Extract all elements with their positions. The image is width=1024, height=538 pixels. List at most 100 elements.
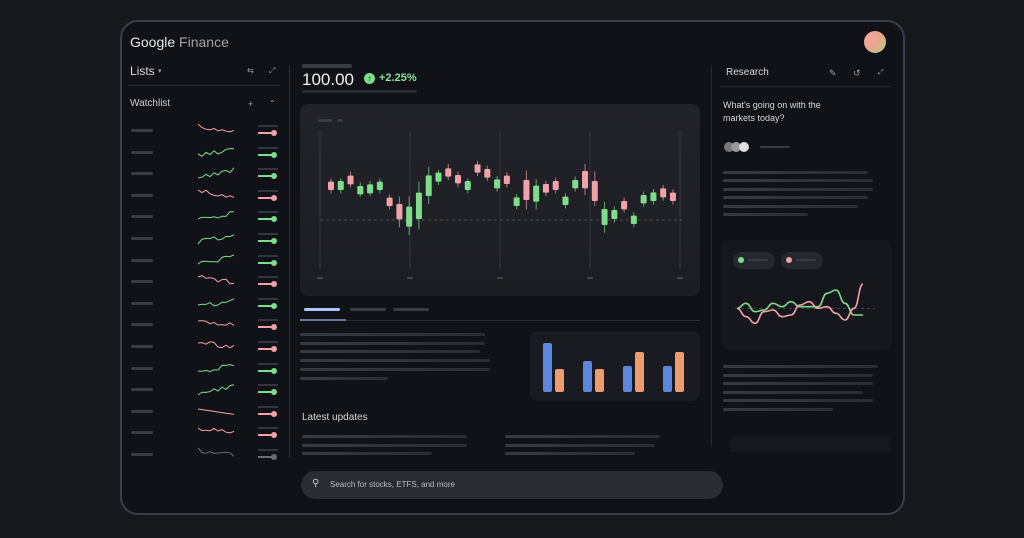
lists-title[interactable]: Lists [130, 64, 155, 78]
caret-down-icon[interactable]: ▾ [158, 68, 162, 75]
placeholder-line [258, 297, 278, 300]
trend-dot-icon [271, 281, 277, 288]
x-tick-label [497, 277, 503, 279]
trend-dot-icon [271, 410, 277, 417]
ticker-placeholder [302, 64, 352, 68]
add-icon[interactable]: + [248, 99, 254, 109]
placeholder-line [258, 362, 278, 365]
search-input[interactable]: Search for stocks, ETFS, and more [330, 480, 455, 489]
trend-bar [258, 240, 272, 242]
placeholder-line [258, 125, 278, 127]
arrow-up-icon: ↑ [364, 73, 375, 84]
ticker-placeholder [131, 301, 153, 305]
candle-body [415, 192, 422, 219]
sparkline [197, 447, 235, 457]
candle-body [503, 175, 510, 184]
sparkline [197, 253, 235, 265]
placeholder-line [302, 444, 467, 447]
edit-icon[interactable]: ✎ [829, 68, 837, 78]
sparkline [197, 211, 235, 220]
trend-bar [258, 412, 272, 415]
ticker-placeholder [131, 237, 153, 240]
logo-product: Finance [179, 34, 229, 50]
placeholder-line [723, 171, 868, 174]
search-bar[interactable]: ⚲ Search for stocks, ETFS, and more [301, 471, 723, 499]
sparkline-path [197, 341, 235, 349]
placeholder-line [258, 254, 278, 257]
placeholder-line [258, 405, 278, 408]
sparkline-path [197, 447, 235, 457]
ticker-placeholder [131, 280, 153, 284]
chart-label-placeholder [337, 119, 343, 122]
collapse-icon[interactable]: ⌃ [269, 99, 276, 108]
trend-bar [258, 261, 272, 264]
trend-dot-icon [271, 302, 277, 309]
candle-body [396, 204, 403, 220]
candle-body [552, 181, 559, 190]
candle-body [474, 164, 481, 173]
watchlist-title[interactable]: Watchlist [130, 98, 171, 109]
trend-bar [258, 175, 272, 178]
tab-underline [300, 319, 346, 321]
sparkline [197, 408, 235, 415]
candle-body [660, 188, 667, 198]
placeholder-line [258, 276, 278, 279]
placeholder-line [258, 189, 278, 192]
bar-blue [663, 366, 672, 392]
sparkline [197, 167, 235, 179]
comparison-line-chart [735, 283, 875, 325]
legend-chip[interactable] [781, 252, 823, 269]
ticker-placeholder [131, 388, 153, 392]
logo[interactable]: Google Finance [130, 34, 229, 50]
sparkline-path [197, 320, 235, 327]
avatar[interactable] [864, 31, 886, 53]
tab-active[interactable] [304, 308, 340, 311]
latest-updates-title: Latest updates [302, 412, 368, 423]
candle-body [328, 181, 334, 190]
expand-icon[interactable]: ⤢ [269, 66, 276, 75]
ticker-placeholder [131, 258, 153, 262]
tab[interactable] [393, 308, 429, 311]
placeholder-line [723, 365, 878, 368]
bar-orange [635, 352, 644, 392]
placeholder-line [300, 359, 490, 362]
placeholder-line [723, 391, 863, 394]
candle-body [650, 192, 657, 201]
filter-icon[interactable]: ⇆ [247, 66, 254, 75]
legend-chip[interactable] [733, 252, 775, 269]
candle-body [621, 201, 628, 210]
placeholder-line [300, 350, 480, 353]
trend-bar [258, 132, 272, 134]
placeholder-box [730, 437, 890, 452]
candle-body [357, 186, 364, 195]
bar-orange [555, 369, 564, 392]
expand-icon[interactable]: ⤢ [878, 69, 884, 76]
sparkline-path [197, 234, 235, 245]
bar-orange [675, 352, 684, 392]
x-tick-label [407, 277, 413, 279]
candle-body [435, 172, 442, 182]
trend-bar [258, 456, 272, 458]
x-tick-label [317, 277, 323, 279]
bar-blue [543, 343, 552, 392]
candle-body [376, 181, 383, 190]
trend-bar [258, 304, 272, 307]
trend-bar [258, 369, 272, 372]
placeholder-line [505, 435, 660, 438]
candle-body [582, 171, 589, 189]
ticker-placeholder [131, 409, 153, 413]
trend-dot-icon [271, 194, 277, 201]
candle-body [572, 180, 579, 189]
candle-body [347, 175, 354, 185]
placeholder-line [723, 196, 868, 199]
tab[interactable] [350, 308, 386, 311]
sparkline-path [197, 147, 235, 157]
history-icon[interactable]: ↺ [853, 68, 861, 78]
candle-body [591, 181, 598, 201]
divider [128, 85, 280, 86]
candle-body [611, 210, 618, 219]
bar-chart [543, 343, 684, 392]
logo-brand: Google [130, 34, 176, 50]
sparkline-path [197, 189, 235, 198]
source-icon [724, 142, 734, 152]
